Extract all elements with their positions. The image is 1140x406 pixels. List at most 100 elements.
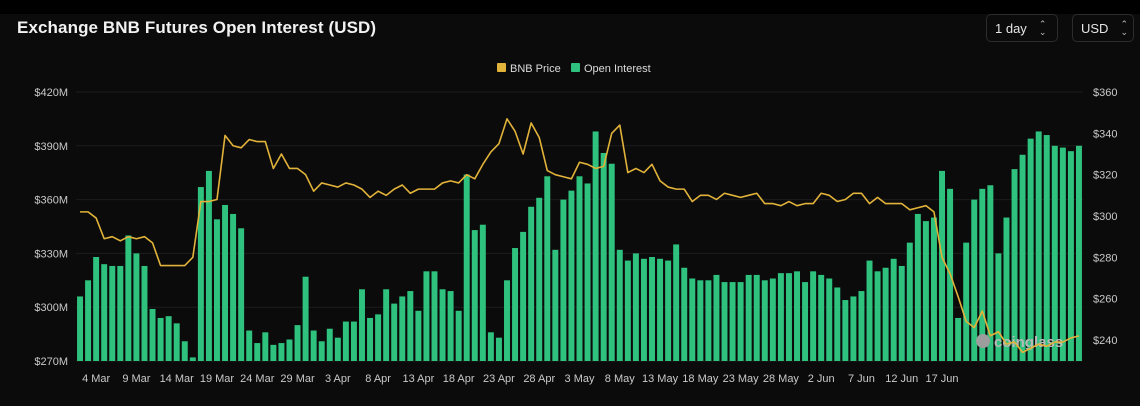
open-interest-bar: [157, 317, 164, 361]
x-tick-label: 3 May: [565, 373, 595, 385]
open-interest-bar: [673, 244, 680, 361]
open-interest-bar: [391, 303, 398, 361]
legend[interactable]: BNB Price Open Interest: [497, 63, 651, 75]
x-tick-label: 3 Apr: [325, 373, 351, 385]
open-interest-bar: [818, 274, 825, 361]
open-interest-bar: [906, 242, 913, 361]
open-interest-bar: [963, 242, 970, 361]
open-interest-bar: [205, 170, 212, 361]
open-interest-bar: [882, 267, 889, 361]
open-interest-bar: [125, 235, 132, 361]
open-interest-bar: [769, 278, 776, 361]
open-interest-bar: [697, 280, 704, 361]
legend-swatch-open-interest: [571, 63, 580, 72]
open-interest-bar: [254, 343, 261, 361]
y-right-tick-label: $360: [1093, 87, 1117, 99]
x-tick-label: 13 May: [642, 373, 679, 385]
x-tick-label: 17 Jun: [926, 373, 959, 385]
open-interest-bar: [914, 213, 921, 361]
open-interest-bar: [326, 328, 333, 361]
open-interest-bar: [262, 332, 269, 361]
open-interest-bar: [632, 253, 639, 361]
open-interest-bar: [802, 282, 809, 361]
legend-item-bnb-price[interactable]: BNB Price: [497, 63, 561, 75]
chevron-updown-icon: ⌃ ⌄: [1038, 19, 1047, 37]
legend-swatch-bnb-price: [497, 63, 506, 72]
x-tick-label: 19 Mar: [200, 373, 235, 385]
y-right-tick-label: $260: [1093, 294, 1117, 306]
open-interest-bar: [455, 310, 462, 361]
open-interest-bar: [367, 317, 374, 361]
open-interest-bar: [520, 231, 527, 361]
y-right-tick-label: $320: [1093, 170, 1117, 182]
open-interest-bar: [705, 280, 712, 361]
open-interest-bar: [310, 330, 317, 361]
interval-select[interactable]: 1 day ⌃ ⌄: [986, 14, 1058, 42]
x-tick-label: 23 May: [723, 373, 760, 385]
open-interest-bar: [1003, 217, 1010, 361]
open-interest-bar: [431, 271, 438, 361]
x-tick-label: 29 Mar: [280, 373, 315, 385]
open-interest-bar: [713, 274, 720, 361]
open-interest-bar: [1027, 138, 1034, 361]
open-interest-bar: [649, 256, 655, 361]
open-interest-bar: [939, 170, 945, 361]
open-interest-bar: [640, 258, 647, 361]
open-interest-bar: [552, 249, 559, 361]
open-interest-bar: [785, 273, 792, 361]
open-interest-bar: [407, 291, 414, 361]
open-interest-bar: [197, 187, 204, 361]
open-interest-bar: [350, 321, 357, 361]
open-interest-bar: [681, 267, 688, 361]
open-interest-bar: [616, 249, 623, 361]
y-left-tick-label: $420M: [34, 87, 68, 99]
legend-item-open-interest[interactable]: Open Interest: [571, 63, 651, 75]
open-interest-bar: [487, 332, 494, 361]
open-interest-bar: [278, 343, 285, 361]
open-interest-bar: [592, 131, 599, 361]
open-interest-bar: [1019, 154, 1026, 361]
x-axis: 4 Mar 9 Mar 14 Mar 19 Mar 24 Mar 29 Mar 3 Apr 8…: [82, 373, 958, 385]
open-interest-bar: [246, 330, 253, 361]
page-title: Exchange BNB Futures Open Interest (USD): [17, 18, 377, 37]
interval-select-value: 1 day: [995, 20, 1027, 36]
legend-label-open-interest: Open Interest: [584, 63, 651, 75]
open-interest-bar: [504, 280, 510, 361]
open-interest-bar: [439, 289, 446, 361]
open-interest-bar: [1035, 131, 1042, 361]
open-interest-bar: [737, 282, 744, 361]
y-right-tick-label: $280: [1093, 252, 1117, 264]
open-interest-bar: [471, 230, 478, 361]
x-tick-label: 14 Mar: [160, 373, 195, 385]
open-interest-bar: [987, 185, 994, 361]
open-interest-bar: [624, 260, 631, 361]
open-interest-bar: [447, 291, 454, 361]
open-interest-bar: [858, 291, 865, 361]
currency-select-value: USD: [1081, 20, 1109, 36]
open-interest-bar: [415, 310, 422, 361]
open-interest-bar: [842, 300, 849, 361]
open-interest-bar: [1043, 135, 1050, 361]
open-interest-bar: [383, 289, 390, 361]
open-interest-bar: [342, 321, 349, 361]
currency-select[interactable]: USD ⌃ ⌄: [1072, 14, 1134, 42]
open-interest-bar: [600, 152, 607, 361]
open-interest-bar: [101, 264, 108, 361]
open-interest-bar: [318, 341, 325, 361]
y-left-tick-label: $390M: [34, 141, 68, 153]
open-interest-bar: [286, 339, 293, 361]
open-interest-bar: [979, 188, 986, 361]
y-axis-right: $240 $260 $280 $300 $320 $340 $360: [1093, 87, 1117, 347]
open-interest-bar: [866, 260, 873, 361]
open-interest-bar: [214, 219, 220, 361]
x-tick-label: 8 May: [605, 373, 635, 385]
open-interest-bar: [141, 265, 148, 361]
open-interest-bar: [230, 213, 237, 361]
open-interest-bar: [495, 337, 502, 361]
open-interest-bar: [890, 258, 897, 361]
open-interest-bar: [1051, 145, 1058, 361]
open-interest-bar: [85, 280, 92, 361]
open-interest-bar: [536, 197, 543, 361]
x-tick-label: 24 Mar: [240, 373, 275, 385]
